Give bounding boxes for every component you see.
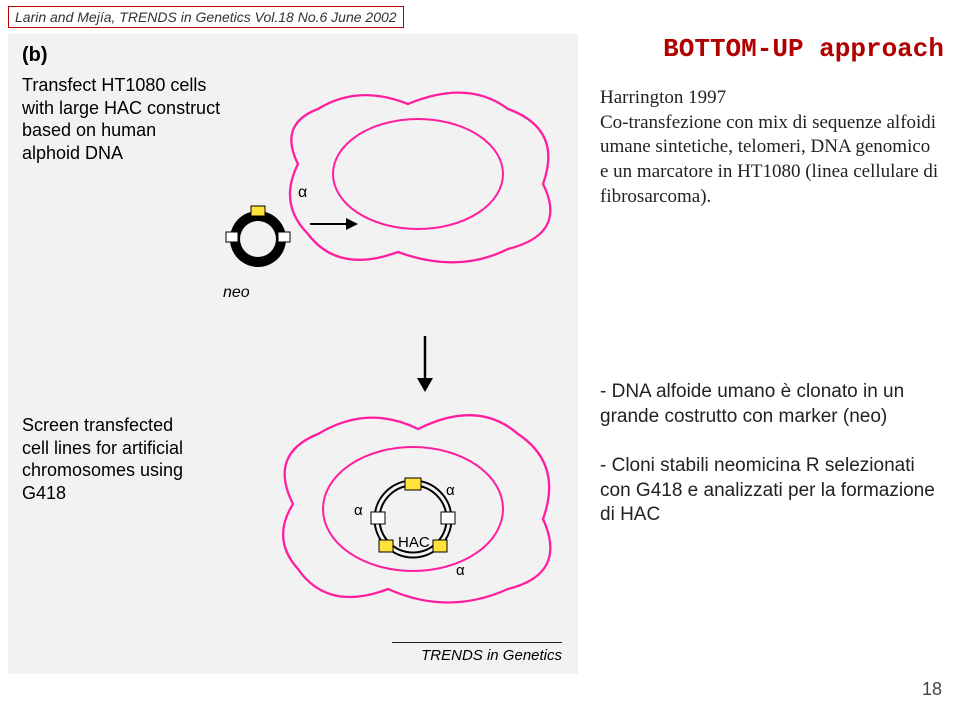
figure-panel: (b) Transfect HT1080 cells with large HA… — [8, 34, 578, 674]
down-arrow-icon — [413, 334, 437, 394]
alpha-label-top: α — [298, 184, 307, 202]
alpha-label-2: α — [446, 482, 455, 499]
panel-label: (b) — [22, 44, 48, 67]
transfect-arrow-icon — [308, 214, 358, 234]
cell-bottom-diagram — [263, 394, 563, 614]
journal-name: TRENDS in Genetics — [392, 642, 562, 664]
page-title: BOTTOM-UP approach — [663, 34, 944, 64]
neo-label: neo — [223, 284, 250, 302]
alpha-label-1: α — [354, 502, 363, 519]
notes-paragraph-1: Harrington 1997 Co-transfezione con mix … — [600, 86, 940, 209]
alpha-label-3: α — [456, 562, 465, 579]
hac-label: HAC — [398, 534, 430, 551]
notes-paragraph-2: - DNA alfoide umano è clonato in un gran… — [600, 380, 940, 528]
cell-top-diagram — [268, 74, 568, 274]
figure-caption-bottom: Screen transfected cell lines for artifi… — [22, 414, 183, 504]
reference-citation: Larin and Mejía, TRENDS in Genetics Vol.… — [8, 6, 404, 28]
figure-caption-top: Transfect HT1080 cells with large HAC co… — [22, 74, 220, 164]
page-number: 18 — [922, 679, 942, 700]
plasmid-diagram — [218, 194, 298, 284]
